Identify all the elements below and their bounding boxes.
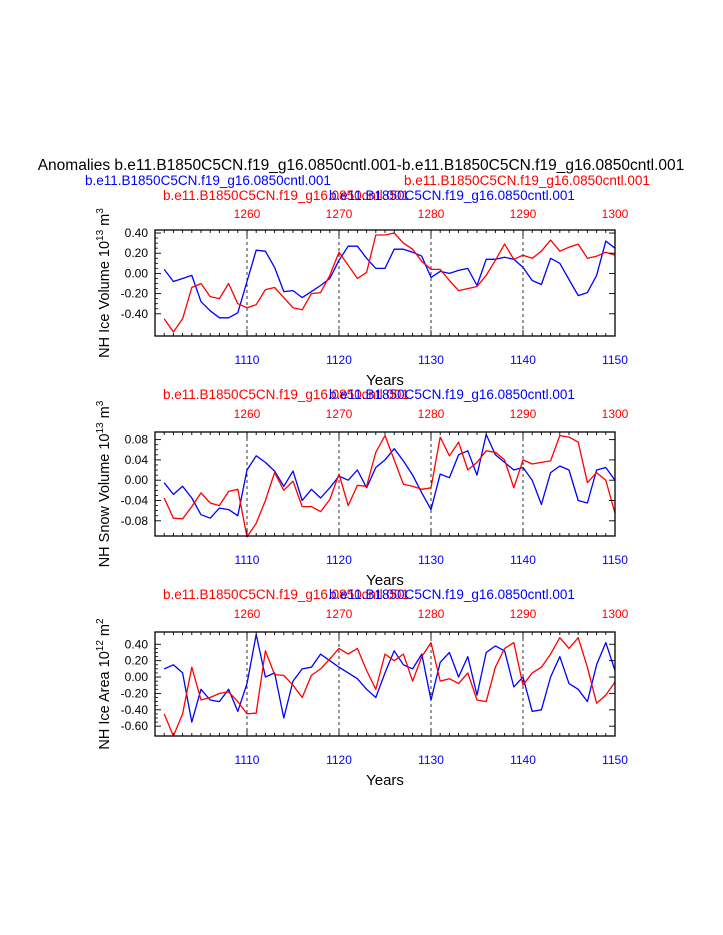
- figure-main-title: Anomalies b.e11.B1850C5CN.f19_g16.0850cn…: [38, 157, 685, 174]
- x-tick-label-bottom: 1130: [418, 553, 444, 567]
- y-tick-label: 0.40: [125, 226, 149, 240]
- series-line-blue: [163, 633, 616, 723]
- x-tick-label-bottom: 1120: [326, 753, 352, 767]
- x-tick-label-bottom: 1110: [235, 553, 260, 567]
- x-tick-label-bottom: 1140: [510, 553, 536, 567]
- x-tick-label-top: 1260: [234, 407, 261, 421]
- x-tick-label-top: 1290: [510, 207, 537, 221]
- y-tick-label: -0.40: [121, 307, 149, 321]
- y-tick-label: 0.04: [125, 453, 149, 467]
- chart-panel-snow-volume: b.e11.B1850C5CN.f19_g16.0850cntl.001b.e1…: [95, 387, 629, 589]
- chart-panel-ice-volume: b.e11.B1850C5CN.f19_g16.0850cntl.001b.e1…: [95, 188, 629, 389]
- x-tick-label-bottom: 1110: [235, 353, 260, 367]
- x-tick-label-bottom: 1150: [602, 553, 628, 567]
- series-line-red: [163, 637, 616, 737]
- x-tick-label-top: 1300: [602, 207, 629, 221]
- x-tick-label-bottom: 1130: [418, 753, 444, 767]
- y-tick-label: 0.00: [125, 670, 149, 684]
- y-tick-label: -0.04: [121, 493, 149, 507]
- y-tick-label: 0.00: [125, 266, 149, 280]
- x-tick-label-bottom: 1150: [602, 753, 628, 767]
- series-line-blue: [163, 240, 616, 319]
- x-tick-label-top: 1260: [234, 207, 261, 221]
- x-tick-label-top: 1290: [510, 407, 537, 421]
- x-tick-label-bottom: 1120: [326, 353, 352, 367]
- x-tick-label-top: 1260: [234, 607, 261, 621]
- x-tick-label-top: 1300: [602, 407, 629, 421]
- x-tick-label-top: 1290: [510, 607, 537, 621]
- x-tick-label-top: 1270: [326, 607, 353, 621]
- figure-subtitle-red: b.e11.B1850C5CN.f19_g16.0850cntl.001: [404, 173, 650, 188]
- y-tick-label: -0.20: [121, 686, 149, 700]
- panel-title-blue: b.e11.B1850C5CN.f19_g16.0850cntl.001: [329, 188, 575, 203]
- series-line-red: [163, 434, 616, 538]
- y-tick-label: 0.08: [125, 433, 149, 447]
- panel-title-blue: b.e11.B1850C5CN.f19_g16.0850cntl.001: [329, 387, 575, 402]
- y-axis-label: NH Ice Volume 1013 m3: [95, 208, 113, 358]
- y-tick-label: 0.20: [125, 246, 149, 260]
- y-axis-label: NH Snow Volume 1013 m3: [95, 400, 113, 567]
- y-tick-label: -0.60: [121, 719, 149, 733]
- x-tick-label-bottom: 1140: [510, 753, 536, 767]
- x-tick-label-bottom: 1110: [235, 753, 260, 767]
- chart-panel-ice-area: b.e11.B1850C5CN.f19_g16.0850cntl.001b.e1…: [95, 587, 629, 789]
- x-tick-label-bottom: 1140: [510, 353, 536, 367]
- x-tick-label-top: 1270: [326, 407, 353, 421]
- y-axis-label: NH Ice Area 1012 m2: [95, 618, 113, 750]
- x-tick-label-top: 1280: [418, 207, 445, 221]
- y-tick-label: 0.00: [125, 473, 149, 487]
- figure-header: Anomalies b.e11.B1850C5CN.f19_g16.0850cn…: [38, 157, 685, 188]
- plot-frame: [154, 431, 616, 537]
- x-axis-label: Years: [366, 572, 404, 589]
- plot-frame: [154, 631, 616, 737]
- series-line-red: [163, 232, 616, 333]
- panel-title-red: b.e11.B1850C5CN.f19_g16.0850cntl.001: [163, 587, 409, 602]
- x-tick-label-top: 1280: [418, 407, 445, 421]
- x-tick-label-top: 1270: [326, 207, 353, 221]
- series-line-blue: [163, 433, 616, 519]
- y-tick-label: 0.40: [125, 637, 149, 651]
- x-axis-label: Years: [366, 772, 404, 789]
- x-tick-label-bottom: 1150: [602, 353, 628, 367]
- y-tick-label: 0.20: [125, 654, 149, 668]
- figure-subtitle-blue: b.e11.B1850C5CN.f19_g16.0850cntl.001: [85, 173, 331, 188]
- x-tick-label-bottom: 1120: [326, 553, 352, 567]
- y-tick-label: -0.08: [121, 514, 149, 528]
- y-tick-label: -0.20: [121, 287, 149, 301]
- x-tick-label-bottom: 1130: [418, 353, 444, 367]
- panel-title-red: b.e11.B1850C5CN.f19_g16.0850cntl.001: [163, 188, 409, 203]
- x-axis-label: Years: [366, 372, 404, 389]
- x-tick-label-top: 1300: [602, 607, 629, 621]
- y-tick-label: -0.40: [121, 703, 149, 717]
- x-tick-label-top: 1280: [418, 607, 445, 621]
- panel-title-blue: b.e11.B1850C5CN.f19_g16.0850cntl.001: [329, 587, 575, 602]
- panel-title-red: b.e11.B1850C5CN.f19_g16.0850cntl.001: [163, 387, 409, 402]
